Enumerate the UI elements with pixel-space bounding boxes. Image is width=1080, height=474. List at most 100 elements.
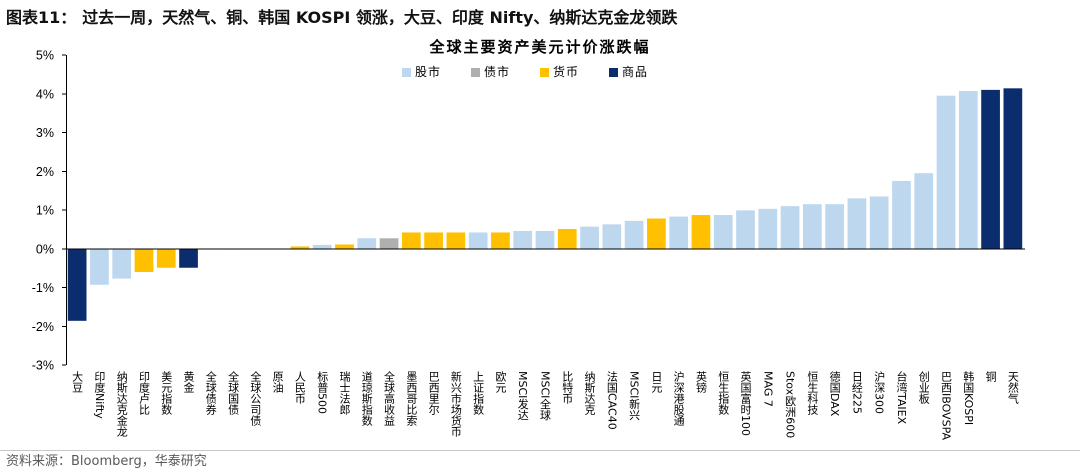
bar [90, 248, 109, 285]
y-tick-label: -2% [32, 320, 54, 334]
x-tick-label: 新兴市场货币 [449, 371, 463, 437]
bar [780, 206, 800, 249]
x-tick-label: 日元 [649, 371, 663, 393]
x-tick-label: 创业板 [917, 371, 931, 404]
x-tick-label: 全球高收益 [382, 371, 396, 426]
x-tick-label: 台湾TAIEX [894, 371, 908, 425]
x-tick-label: 印度Nifty [92, 371, 106, 419]
bar [736, 210, 755, 249]
legend-swatch-stocks [402, 67, 411, 77]
x-tick-label: Stox欧洲600 [783, 371, 797, 439]
figure-header: 图表11： 过去一周，天然气、铜、韩国 KOSPI 领涨，大豆、印度 Nifty、… [6, 4, 677, 28]
bar [713, 215, 733, 249]
x-tick-label: 欧元 [493, 371, 507, 393]
bar [758, 208, 778, 249]
bar [446, 232, 466, 249]
bar [335, 244, 354, 249]
y-tick-label: 5% [36, 49, 54, 63]
legend-swatch-bonds [471, 67, 481, 77]
x-tick-label: 纳斯达克 [583, 371, 597, 415]
x-tick-label: 德国DAX [828, 371, 842, 417]
x-tick-label: 瑞士法郎 [337, 371, 351, 415]
legend-item-currencies: 货币 [540, 65, 579, 79]
bar [312, 244, 332, 249]
y-tick-label: 3% [36, 126, 54, 140]
source-divider [0, 450, 1080, 451]
y-tick-label: 4% [36, 87, 54, 101]
x-tick-label: 韩国KOSPI [961, 371, 975, 426]
legend-item-stocks: 股市 [402, 65, 441, 79]
x-tick-label: 上证指数 [471, 371, 485, 415]
bar [179, 248, 198, 268]
bar [958, 91, 978, 249]
bar [557, 228, 577, 249]
y-tick-label: 1% [36, 204, 54, 218]
x-tick-label: 印度卢比 [137, 371, 151, 415]
x-tick-label: 恒生科技 [805, 371, 819, 415]
bar [691, 215, 711, 249]
x-tick-label: 英国富时100 [739, 371, 752, 436]
x-tick-label: 全球公司债 [248, 371, 262, 426]
x-tick-label: 恒生指数 [716, 371, 730, 415]
x-tick-label: 全球国债 [226, 371, 240, 415]
bar [914, 173, 934, 249]
bar [424, 232, 443, 249]
y-tick-label: -3% [32, 359, 54, 373]
x-tick-label: 铜 [984, 371, 998, 382]
bar [535, 230, 555, 249]
bar [647, 218, 666, 249]
legend-label-commodities: 商品 [622, 65, 649, 79]
source-note: 资料来源：Bloomberg，华泰研究 [6, 454, 207, 469]
bar [825, 204, 844, 249]
bar [67, 248, 87, 321]
legend-label-stocks: 股市 [415, 65, 442, 79]
bars-group [67, 88, 1023, 321]
x-tick-label: 巴西里尔 [427, 371, 441, 415]
bar [624, 220, 644, 249]
x-tick-label: 黄金 [182, 371, 196, 393]
x-tick-label: 英镑 [694, 371, 708, 393]
y-tick-label: 0% [36, 242, 54, 256]
chart-title: 全球主要资产美元计价涨跌幅 [429, 38, 651, 56]
x-tick-label: MSCI新兴 [627, 371, 641, 421]
legend-label-bonds: 债市 [484, 65, 511, 79]
bar [1003, 88, 1023, 249]
bar [892, 180, 911, 249]
figure-caption: 过去一周，天然气、铜、韩国 KOSPI 领涨，大豆、印度 Nifty、纳斯达克金… [82, 8, 678, 27]
x-tick-label: 天然气 [1006, 371, 1020, 404]
legend-item-bonds: 债市 [471, 65, 510, 79]
x-tick-label: 全球债券 [204, 371, 218, 415]
bar [580, 226, 599, 249]
axes-group [66, 55, 1025, 365]
legend-item-commodities: 商品 [609, 65, 648, 79]
bar [156, 248, 176, 268]
legend-label-currencies: 货币 [553, 65, 580, 79]
x-tick-label: 日经225 [850, 371, 864, 414]
legend-swatch-commodities [609, 67, 619, 77]
bar [491, 232, 510, 249]
bar [936, 95, 956, 249]
x-tick-label: 道琼斯指数 [360, 371, 374, 426]
x-tick-label: 人民币 [293, 371, 307, 404]
bar [847, 198, 867, 249]
bar [290, 246, 310, 249]
bar [513, 230, 533, 249]
x-tick-label: 标普500 [315, 371, 329, 414]
x-tick-label: 法国CAC40 [605, 371, 619, 430]
legend-swatch-currencies [540, 67, 550, 77]
bar [401, 232, 421, 249]
bar [602, 224, 622, 249]
figure-label: 图表11： [6, 8, 77, 27]
y-tick-label: -1% [32, 281, 54, 295]
x-tick-label: MSCI发达 [516, 371, 530, 421]
bar [379, 238, 399, 249]
x-tick-label: MSCI全球 [538, 371, 552, 421]
x-tick-label: 原油 [271, 371, 285, 393]
chart-legend: 股市 债市 货币 商品 [402, 65, 648, 79]
bar [468, 232, 488, 249]
x-tick-label: 墨西哥比索 [404, 371, 418, 426]
y-tick-label: 2% [36, 165, 54, 179]
x-tick-label: 巴西IBOVSPA [939, 371, 953, 441]
bar [357, 238, 377, 249]
